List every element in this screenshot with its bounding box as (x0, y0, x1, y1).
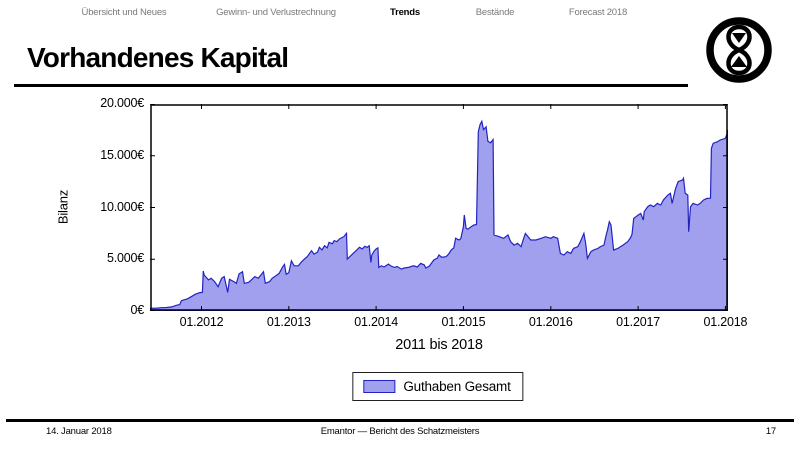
legend-label: Guthaben Gesamt (403, 379, 511, 394)
y-axis-label: Bilanz (55, 189, 71, 225)
y-tick-label: 15.000€ (100, 147, 144, 162)
page-title: Vorhandenes Kapital (27, 42, 289, 73)
x-tick-label: 01.2014 (354, 315, 399, 329)
hourglass-logo-icon (706, 17, 772, 83)
chart-area-series (150, 119, 728, 311)
x-tick-label: 01.2012 (179, 315, 224, 329)
footer-document-title: Emantor — Bericht des Schatzmeisters (320, 426, 480, 437)
chart-legend: Guthaben Gesamt (352, 372, 524, 401)
nav-item-uebersicht[interactable]: Übersicht und Neues (81, 7, 167, 18)
nav-item-bestaende[interactable]: Bestände (475, 7, 515, 18)
nav-item-forecast[interactable]: Forecast 2018 (568, 7, 628, 18)
nav-item-trends[interactable]: Trends (390, 7, 420, 18)
balance-area-chart (150, 104, 728, 311)
tick-marks (150, 104, 728, 311)
nav-item-gewinn-verlust[interactable]: Gewinn- und Verlustrechnung (216, 7, 336, 18)
y-tick-label: 20.000€ (100, 96, 144, 110)
x-tick-label: 01.2017 (616, 315, 660, 329)
x-tick-label: 01.2018 (703, 315, 748, 329)
x-tick-label: 01.2015 (441, 315, 486, 329)
x-tick-label: 01.2016 (528, 315, 573, 329)
y-tick-label: 10.000€ (100, 199, 144, 214)
footer-page-number: 17 (765, 426, 776, 437)
legend-swatch-icon (363, 380, 396, 393)
plot-border (150, 104, 728, 311)
y-tick-label: 5.000€ (106, 251, 144, 266)
footer-date: 14. Januar 2018 (46, 426, 112, 437)
x-tick-label: 01.2013 (266, 315, 311, 329)
x-axis-label: 2011 bis 2018 (395, 337, 483, 353)
footer-rule (6, 419, 794, 422)
title-underline (14, 84, 688, 87)
y-tick-label: 0€ (130, 303, 144, 317)
